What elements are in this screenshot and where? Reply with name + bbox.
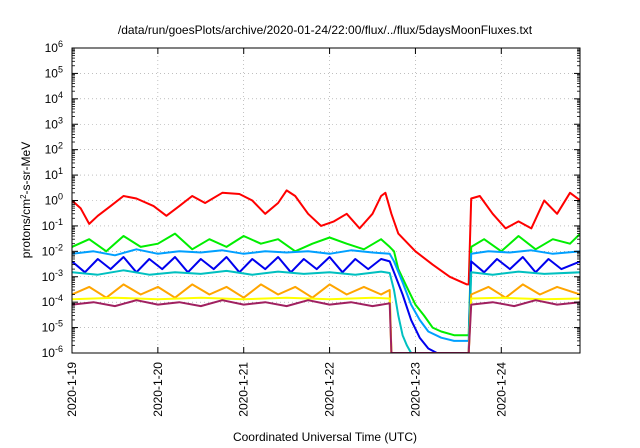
y-tick-base: 10 <box>45 41 59 55</box>
y-tick-exponent: -6 <box>55 344 63 354</box>
y-tick-base: 10 <box>42 244 56 258</box>
y-tick-label: 103 <box>45 115 63 131</box>
y-tick-base: 10 <box>42 270 56 284</box>
x-ticks: 2020-1-19 2020-1-20 2020-1-21 2020-1-22 2020… <box>65 48 508 417</box>
y-tick-base: 10 <box>42 295 56 309</box>
y-tick-label: 104 <box>45 90 63 106</box>
y-tick-label: 10-1 <box>42 217 63 233</box>
y-tick-label: 10-6 <box>42 344 63 360</box>
y-tick-exponent: 6 <box>58 39 63 49</box>
y-tick-label: 105 <box>45 64 63 80</box>
y-axis-label-main: protons/cm <box>19 199 33 258</box>
y-tick-exponent: -2 <box>55 242 63 252</box>
y-tick-exponent: -4 <box>55 293 63 303</box>
x-axis-label: Coordinated Universal Time (UTC) <box>233 430 417 444</box>
y-tick-base: 10 <box>42 219 56 233</box>
y-tick-exponent: -1 <box>55 217 63 227</box>
series-line-6 <box>72 296 580 353</box>
x-tick-label: 2020-1-19 <box>65 362 79 417</box>
y-tick-base: 10 <box>45 117 59 131</box>
series-line-4 <box>72 269 580 353</box>
y-tick-exponent: 1 <box>58 166 63 176</box>
y-tick-base: 10 <box>45 143 59 157</box>
y-tick-exponent: 4 <box>58 90 63 100</box>
y-tick-label: 10-4 <box>42 293 63 309</box>
y-tick-base: 10 <box>45 66 59 80</box>
y-tick-base: 10 <box>42 346 56 360</box>
y-tick-label: 101 <box>45 166 63 182</box>
series-line-3 <box>72 256 580 353</box>
y-tick-base: 10 <box>45 92 59 106</box>
y-tick-label: 102 <box>45 141 63 157</box>
y-tick-label: 10-5 <box>42 319 63 335</box>
series-line-0 <box>72 189 580 286</box>
y-axis-label-exponent: 2 <box>19 194 28 199</box>
series-group <box>72 189 580 353</box>
y-tick-label: 10-2 <box>42 242 63 258</box>
chart-title: /data/run/goesPlots/archive/2020-01-24/2… <box>118 23 533 37</box>
grid <box>72 48 580 353</box>
x-tick-label: 2020-1-20 <box>151 362 165 417</box>
series-line-2 <box>72 248 580 342</box>
y-axis-label-suffix: -s-sr-MeV <box>19 142 33 195</box>
y-tick-exponent: -3 <box>55 268 63 278</box>
y-tick-label: 106 <box>45 39 63 55</box>
y-tick-exponent: -5 <box>55 319 63 329</box>
y-tick-base: 10 <box>42 321 56 335</box>
series-line-7 <box>72 299 580 353</box>
y-tick-label: 100 <box>45 192 63 208</box>
x-tick-label: 2020-1-22 <box>323 362 337 417</box>
y-tick-base: 10 <box>45 168 59 182</box>
y-tick-exponent: 3 <box>58 115 63 125</box>
y-axis-label: protons/cm2-s-sr-MeV <box>19 142 34 258</box>
y-tick-base: 10 <box>45 194 59 208</box>
series-line-5 <box>72 283 580 353</box>
series-line-1 <box>72 232 580 337</box>
x-tick-label: 2020-1-21 <box>237 362 251 417</box>
y-tick-exponent: 0 <box>58 192 63 202</box>
y-tick-exponent: 2 <box>58 141 63 151</box>
x-tick-label: 2020-1-23 <box>408 362 422 417</box>
y-ticks: 10-610-510-410-310-210-11001011021031041… <box>42 39 580 360</box>
y-tick-exponent: 5 <box>58 64 63 74</box>
y-tick-label: 10-3 <box>42 268 63 284</box>
x-tick-label: 2020-1-24 <box>494 362 508 417</box>
